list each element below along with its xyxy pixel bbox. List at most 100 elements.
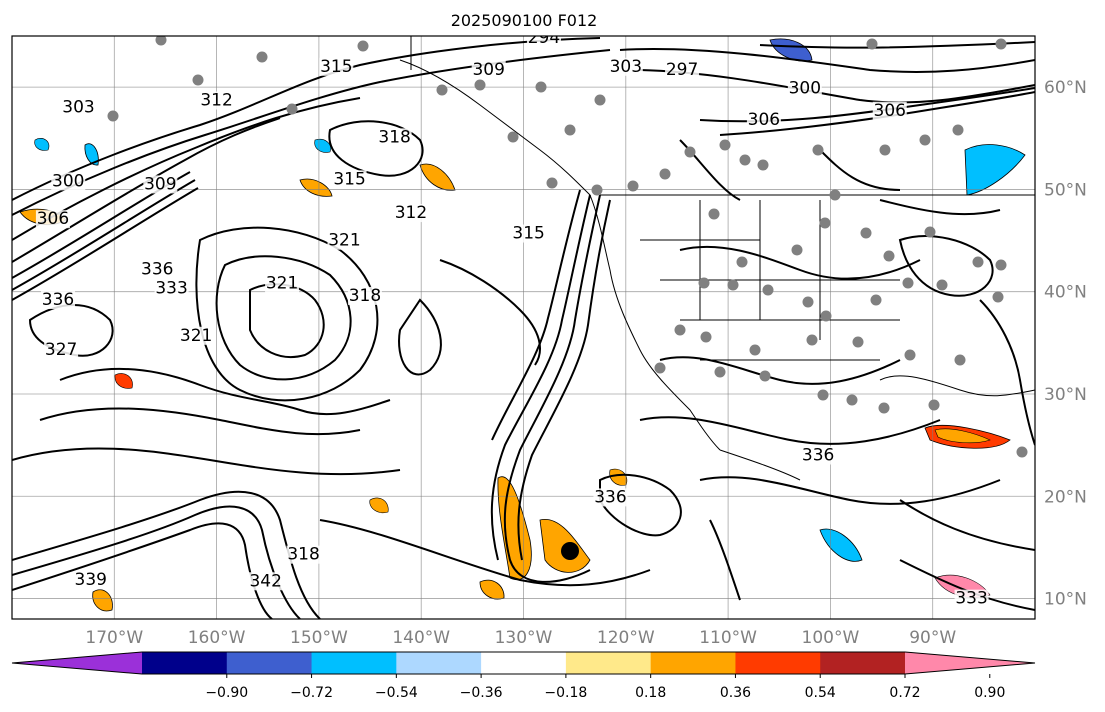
cyclone-center-marker [561,542,579,560]
station-dot [286,103,298,115]
latitude-label: 40°N [1044,283,1087,303]
station-dot [952,124,964,136]
latitude-label: 10°N [1044,590,1087,610]
colorbar-tick-label: −0.54 [375,685,418,701]
station-dot [256,51,268,63]
contour-label-bg [393,204,428,223]
contour-label: 309 [472,60,504,80]
station-dot [819,217,831,229]
contour-label-bg [199,91,234,110]
contour-label-bg [347,286,382,305]
contour-label-bg [61,98,96,117]
contour-label-bg [265,274,300,293]
contour-label: 339 [75,570,107,590]
station-dot [820,310,832,322]
station-dot [708,208,720,220]
station-dot [846,394,858,406]
contour-labels: 294 297 300 303 303 309 306 306 315 312 300 306 309 3… [35,36,989,609]
colorbar-segment [311,652,397,674]
station-dot [972,256,984,268]
contour-label: 336 [802,445,834,465]
longitude-label: 160°W [188,628,246,648]
contour-label: 336 [141,259,173,279]
station-dot [817,389,829,401]
contour-label: 315 [333,169,365,189]
station-dot [924,226,936,238]
station-dot [155,36,167,46]
longitude-label: 170°W [85,628,143,648]
contour-label-bg [801,446,836,465]
contour-label-bg [593,488,628,507]
colorbar-tick-label: 0.36 [720,685,751,701]
colorbar-segment [735,652,821,674]
station-dot [507,131,519,143]
station-dot [954,354,966,366]
contour-label-bg [377,128,412,147]
contour-label: 327 [45,340,77,360]
station-dot [659,168,671,180]
station-dot [736,256,748,268]
colorbar-tick-label: 0.54 [805,685,836,701]
station-dot [739,154,751,166]
station-dot [719,139,731,151]
station-dot [714,366,726,378]
latitude-label: 60°N [1044,78,1087,98]
station-dot [757,159,769,171]
station-markers [107,36,1028,458]
contour-label-bg [332,170,367,189]
colorbar-segment [226,652,313,674]
contour-label-bg [872,101,907,120]
contour-label-bg [154,279,189,298]
station-dot [594,94,606,106]
contour-label: 312 [200,91,232,111]
colorbar-tick-label: −0.90 [205,685,248,701]
contour-label-bg [41,290,76,309]
longitude-labels: 170°W 160°W 150°W 140°W 130°W 120°W 110°W 100°W… [85,628,956,648]
contour-label: 306 [748,110,780,130]
contour-label: 303 [610,57,642,77]
contour-label: 318 [378,127,410,147]
station-dot [627,180,639,192]
contour-label-bg [665,60,700,79]
contour-label: 297 [666,60,698,80]
contour-label: 300 [52,171,84,191]
colorbar-segment [481,652,567,674]
station-dot [928,399,940,411]
station-dot [878,402,890,414]
contour-label-bg [526,36,561,48]
colorbar [11,651,1036,675]
station-dot [919,134,931,146]
contour-label-bg [319,57,354,76]
contour-label: 333 [955,589,987,609]
colorbar-segment [142,652,228,674]
contour-label-bg [327,231,362,250]
colorbar-extend-low [12,652,142,674]
latitude-label: 30°N [1044,385,1087,405]
contour-label-bg [179,326,214,345]
station-dot [852,336,864,348]
colorbar-segment [820,652,906,674]
station-dot [992,291,1004,303]
latitude-label: 50°N [1044,180,1087,200]
contour-label: 318 [349,286,381,306]
station-dot [812,144,824,156]
station-dot [749,344,761,356]
colorbar-outline [11,651,1036,675]
station-dot [806,334,818,346]
station-dot [546,177,558,189]
colorbar-tick-label: 0.72 [889,685,920,701]
station-dot [436,84,448,96]
contour-label: 321 [180,326,212,346]
longitude-label: 140°W [392,628,450,648]
contour-label-bg [286,545,321,564]
longitude-label: 130°W [495,628,553,648]
latitude-label: 20°N [1044,487,1087,507]
longitude-label: 110°W [699,628,757,648]
colorbar-segment [396,652,482,674]
contour-label-bg [35,210,70,229]
contour-label-bg [140,260,175,279]
station-dot [654,362,666,374]
contour-label: 315 [320,57,352,77]
contour-label-bg [73,571,108,590]
